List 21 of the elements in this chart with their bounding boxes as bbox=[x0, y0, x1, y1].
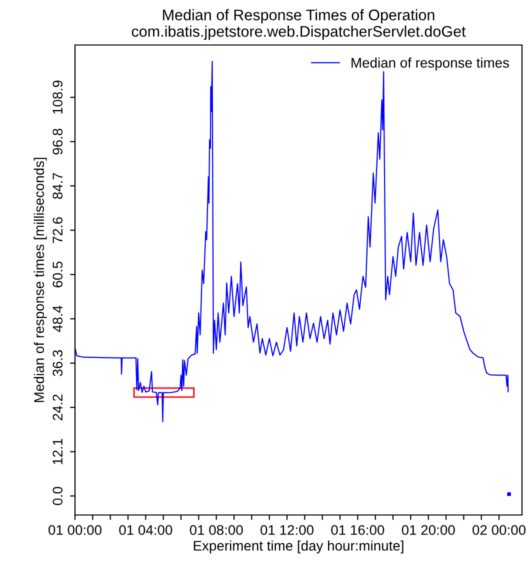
x-tick-label: 01 20:00 bbox=[402, 525, 455, 535]
x-tick-label: 01 04:00 bbox=[119, 525, 172, 535]
y-tick-label: 60.5 bbox=[52, 262, 63, 288]
y-tick-label: 0.0 bbox=[52, 486, 63, 506]
y-tick-label: 48.4 bbox=[52, 306, 63, 332]
x-tick-label: 01 00:00 bbox=[48, 525, 102, 535]
y-tick-label: 12.1 bbox=[52, 438, 62, 464]
y-tick-label: 72.6 bbox=[52, 217, 63, 244]
y-tick-label: 36.3 bbox=[52, 350, 63, 376]
x-tick-label: 01 16:00 bbox=[331, 525, 384, 535]
legend-label: Median of response times bbox=[352, 58, 510, 70]
x-tick-label: 01 12:00 bbox=[260, 525, 314, 535]
chart-title: Median of Response Times of Operation com.ibatis.jpetstore.web.DispatcherServlet.doGet bbox=[132, 9, 466, 40]
x-tick-label: 02 00:00 bbox=[472, 525, 526, 535]
y-axis-title: Median of response times [milliseconds] bbox=[34, 158, 47, 402]
x-tick-label: 01 08:00 bbox=[190, 525, 243, 535]
y-tick-label: 84.7 bbox=[52, 173, 63, 199]
y-tick-label: 108.9 bbox=[52, 80, 63, 114]
x-axis-title: Experiment time [day hour:minute] bbox=[194, 540, 404, 554]
y-tick-label: 24.2 bbox=[52, 394, 62, 420]
y-tick-label: 96.8 bbox=[52, 128, 63, 154]
